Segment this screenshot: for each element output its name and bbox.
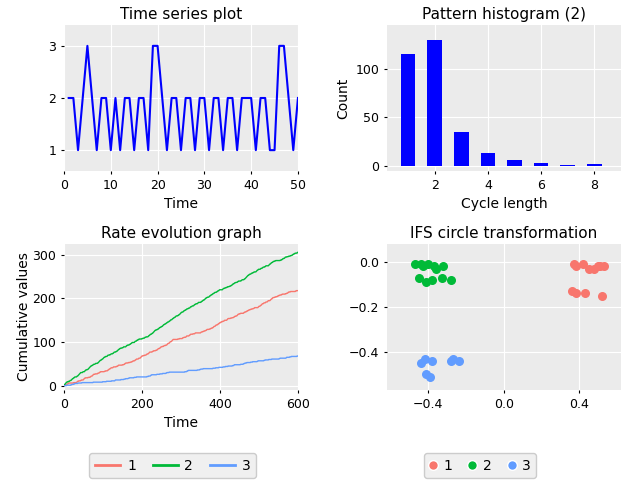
Bar [534,163,548,166]
X-axis label: Cycle length: Cycle length [461,197,547,211]
Point [593,262,604,270]
Point [425,372,435,380]
Point [453,357,463,365]
Legend: 1, 2, 3: 1, 2, 3 [424,453,536,478]
Point [568,260,579,268]
Point [436,274,447,281]
Point [570,290,580,298]
Y-axis label: Cumulative values: Cumulative values [17,252,31,382]
Bar [401,54,415,166]
Point [597,292,607,300]
Title: IFS circle transformation: IFS circle transformation [410,226,598,242]
Point [410,260,420,268]
Bar [428,40,442,166]
Bar [481,154,495,166]
Point [419,354,429,362]
Bar [507,160,522,166]
Point [416,359,426,367]
Point [566,287,577,295]
Bar [587,164,602,166]
Bar [560,165,575,166]
Point [427,357,437,365]
Point [598,262,609,270]
Point [421,370,431,378]
Point [580,290,590,298]
Point [417,262,428,270]
X-axis label: Time: Time [164,197,198,211]
Legend: 1, 2, 3: 1, 2, 3 [90,453,256,478]
X-axis label: Time: Time [164,416,198,430]
Point [446,276,456,284]
Point [427,276,437,284]
Point [446,357,456,365]
Bar [454,132,468,166]
Point [578,260,588,268]
Point [429,262,439,270]
Title: Pattern histogram (2): Pattern histogram (2) [422,8,586,22]
Point [423,260,433,268]
Point [414,274,424,281]
Point [431,264,441,272]
Point [570,262,580,270]
Point [416,260,426,268]
Y-axis label: Count: Count [336,78,350,118]
Title: Time series plot: Time series plot [120,8,242,22]
Title: Rate evolution graph: Rate evolution graph [100,226,261,242]
Point [595,262,605,270]
Point [438,262,449,270]
Point [589,264,600,272]
Point [584,264,594,272]
Point [421,278,431,286]
Point [448,354,458,362]
